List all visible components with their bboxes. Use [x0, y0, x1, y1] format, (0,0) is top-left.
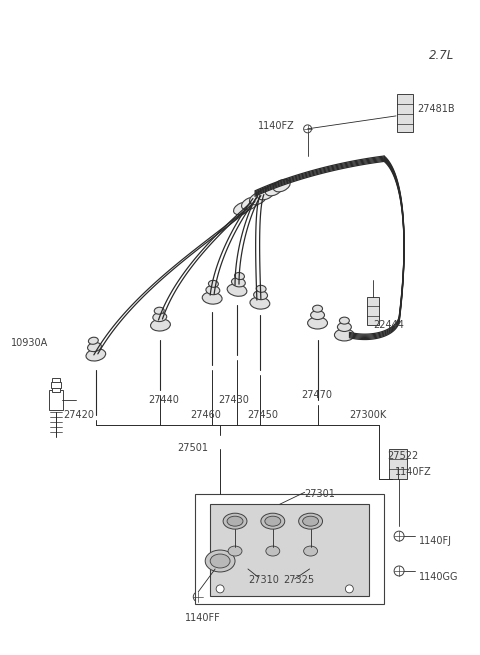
Ellipse shape: [228, 546, 242, 556]
Ellipse shape: [256, 286, 266, 292]
Text: 27430: 27430: [218, 395, 249, 405]
Text: 27325: 27325: [283, 575, 314, 585]
Ellipse shape: [241, 197, 258, 210]
Ellipse shape: [265, 516, 281, 526]
Text: 27450: 27450: [247, 409, 278, 420]
Ellipse shape: [311, 310, 324, 320]
Circle shape: [394, 566, 404, 576]
Bar: [367, 297, 379, 325]
Ellipse shape: [210, 554, 230, 568]
Ellipse shape: [265, 183, 282, 196]
Ellipse shape: [257, 187, 274, 200]
Ellipse shape: [154, 307, 164, 314]
Text: 1140FZ: 1140FZ: [395, 468, 432, 477]
Ellipse shape: [335, 329, 354, 341]
Ellipse shape: [234, 202, 251, 215]
Text: 22444: 22444: [373, 320, 404, 330]
Text: 27420: 27420: [63, 409, 94, 420]
Text: 27440: 27440: [148, 395, 180, 405]
Bar: [397, 94, 413, 132]
Ellipse shape: [205, 550, 235, 572]
Ellipse shape: [299, 514, 323, 529]
Ellipse shape: [151, 319, 170, 331]
Ellipse shape: [250, 193, 266, 205]
Ellipse shape: [261, 514, 285, 529]
Text: 27460: 27460: [190, 409, 221, 420]
Bar: [49, 390, 63, 409]
Bar: [210, 504, 369, 596]
Ellipse shape: [208, 280, 218, 288]
Ellipse shape: [337, 322, 351, 331]
Ellipse shape: [266, 546, 280, 556]
Ellipse shape: [231, 278, 245, 287]
Ellipse shape: [223, 514, 247, 529]
Text: 27301: 27301: [305, 489, 336, 499]
Ellipse shape: [88, 337, 98, 345]
Text: 1140FZ: 1140FZ: [258, 121, 295, 131]
Bar: [195, 495, 384, 604]
Text: 27522: 27522: [387, 451, 419, 462]
Text: 1140FF: 1140FF: [185, 613, 221, 623]
Ellipse shape: [339, 317, 349, 324]
Ellipse shape: [227, 516, 243, 526]
Text: 27470: 27470: [301, 390, 333, 400]
Ellipse shape: [86, 348, 106, 361]
Text: 27501: 27501: [178, 443, 208, 453]
Circle shape: [193, 592, 203, 602]
Bar: [389, 449, 407, 479]
Ellipse shape: [235, 272, 244, 280]
Text: 10930A: 10930A: [12, 338, 48, 348]
Circle shape: [394, 531, 404, 541]
Ellipse shape: [153, 312, 167, 322]
Ellipse shape: [227, 284, 247, 296]
Ellipse shape: [87, 343, 101, 352]
Text: 27310: 27310: [248, 575, 279, 585]
Circle shape: [304, 125, 312, 133]
Ellipse shape: [302, 516, 319, 526]
Text: 27481B: 27481B: [417, 104, 455, 114]
Circle shape: [346, 585, 353, 593]
Bar: [51, 382, 61, 388]
Ellipse shape: [304, 546, 318, 556]
Text: 1140GG: 1140GG: [419, 572, 458, 582]
Text: 1140FJ: 1140FJ: [419, 536, 452, 546]
Circle shape: [216, 585, 224, 593]
Ellipse shape: [206, 286, 220, 295]
Ellipse shape: [250, 297, 270, 309]
Bar: [52, 378, 60, 392]
Ellipse shape: [312, 305, 323, 312]
Ellipse shape: [308, 317, 327, 329]
Text: 2.7L: 2.7L: [429, 49, 454, 62]
Ellipse shape: [202, 292, 222, 304]
Ellipse shape: [273, 179, 290, 192]
Text: 27300K: 27300K: [349, 409, 386, 420]
Ellipse shape: [253, 291, 267, 300]
